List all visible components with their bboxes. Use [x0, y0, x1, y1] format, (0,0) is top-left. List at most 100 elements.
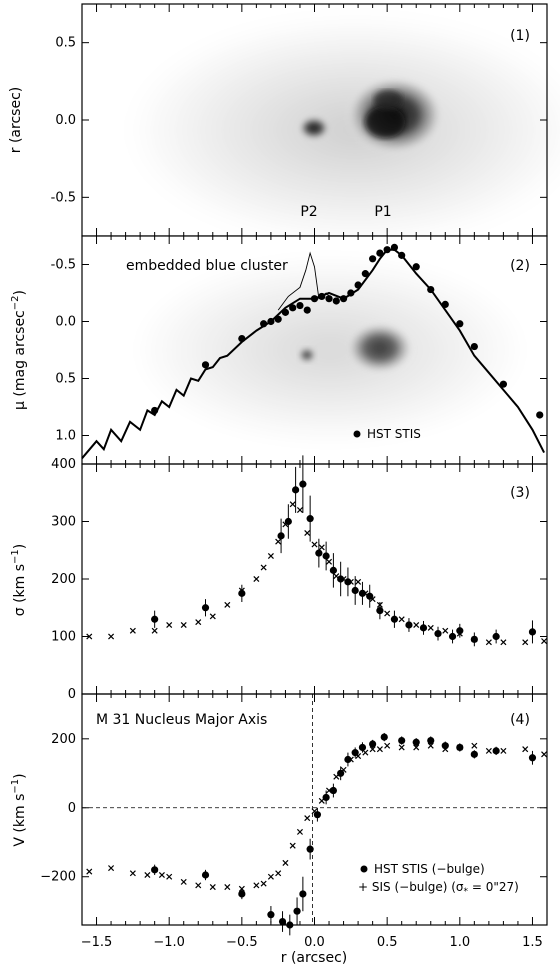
data-point-filled [499, 380, 508, 388]
y-tick-label: 300 [51, 515, 76, 530]
data-point-filled [347, 289, 355, 297]
data-point-cross [471, 636, 478, 643]
data-point-cross [158, 871, 165, 879]
data-point-filled [434, 630, 442, 638]
data-point-cross [541, 638, 548, 645]
data-point-cross [260, 880, 267, 887]
data-point-cross [289, 501, 296, 508]
data-point-cross [369, 596, 376, 603]
data-point-cross [362, 749, 369, 756]
panel-2-halo [130, 255, 530, 445]
data-point-cross [311, 808, 318, 815]
panel-3-frame [81, 463, 548, 695]
data-point-filled [267, 317, 275, 326]
panel-4-legend-stis: HST STIS (−bulge) [374, 862, 485, 876]
data-point-filled [361, 270, 369, 278]
data-point-cross [500, 639, 507, 646]
data-point-filled [398, 736, 406, 745]
data-point-filled [427, 285, 435, 294]
panel-4: M 31 Nucleus Major Axis (4) HST STIS (−b… [10, 693, 548, 966]
data-point-cross [238, 885, 245, 892]
data-point-filled [351, 586, 359, 595]
data-point-cross [129, 627, 136, 634]
data-point-filled [151, 866, 159, 874]
panel-4-yticks: 200 0 −200 [40, 694, 547, 925]
panel-1-ylabel: r (arcsec) [8, 87, 24, 153]
data-point-cross [166, 873, 173, 880]
data-point-cross [129, 870, 136, 877]
data-point-filled [536, 411, 544, 419]
data-point-filled [289, 304, 297, 312]
data-point-filled [318, 292, 326, 301]
data-point-cross [180, 621, 187, 629]
y-tick-label: 0.5 [55, 36, 76, 51]
data-point-filled [383, 246, 391, 254]
data-point-cross [442, 627, 449, 634]
data-point-cross [522, 746, 529, 753]
y-tick-label: 0.5 [55, 372, 76, 387]
data-point-cross [333, 773, 340, 780]
data-point-filled [201, 361, 210, 369]
y-tick-label: −200 [40, 870, 76, 885]
panel-1-halo [125, 15, 560, 245]
panel-3-ylabel: σ (km s−1) [10, 544, 28, 617]
panel-2-label: (2) [510, 258, 530, 274]
data-point-cross [275, 870, 282, 877]
panel-4-label: (4) [510, 712, 530, 728]
data-point-cross [253, 882, 260, 889]
panel-2-annotation: embedded blue cluster [126, 258, 288, 274]
x-tick-label: 0.5 [377, 935, 398, 950]
data-point-cross [209, 613, 216, 620]
data-point-filled [369, 740, 377, 748]
data-point-cross [289, 842, 296, 849]
panel-4-title: M 31 Nucleus Major Axis [96, 712, 267, 728]
data-point-filled [277, 532, 285, 540]
data-point-filled [376, 607, 384, 615]
data-point-filled [332, 297, 340, 305]
data-point-filled [456, 320, 464, 328]
data-point-cross [413, 744, 420, 751]
data-point-filled [412, 738, 420, 746]
data-point-filled [448, 632, 457, 641]
y-tick-label: -0.5 [51, 190, 76, 205]
data-point-filled [492, 747, 500, 755]
y-tick-label: 0 [68, 687, 76, 702]
data-point-filled [528, 628, 537, 636]
data-point-cross [522, 639, 529, 646]
data-point-filled [299, 890, 307, 898]
data-point-cross [209, 884, 216, 891]
y-tick-label: 400 [51, 457, 76, 472]
data-point-cross [318, 797, 325, 804]
data-point-filled [293, 907, 301, 915]
data-point-cross [318, 544, 325, 551]
data-point-cross [253, 575, 260, 583]
data-point-filled [303, 306, 311, 314]
panel-3-label: (3) [510, 485, 530, 501]
data-point-cross [195, 619, 202, 626]
data-point-filled [390, 615, 399, 623]
p1-upper-lobe [374, 90, 402, 110]
y-tick-label: 0.0 [55, 315, 76, 330]
data-point-cross [238, 587, 245, 594]
data-point-cross [541, 751, 548, 758]
data-point-filled [470, 750, 478, 758]
data-point-cross [333, 573, 340, 580]
data-point-filled [470, 342, 478, 351]
data-point-cross [398, 744, 405, 751]
data-point-filled [267, 911, 275, 919]
data-point-filled [278, 917, 287, 926]
p1-core [365, 106, 405, 138]
data-point-cross [347, 756, 354, 763]
data-point-cross [398, 616, 405, 623]
data-point-cross [108, 633, 115, 640]
data-point-cross [442, 746, 449, 753]
data-point-filled [151, 615, 159, 623]
data-point-filled [306, 845, 314, 853]
data-point-cross [340, 575, 347, 583]
data-point-cross [166, 621, 173, 629]
panel-4-legend-sis: + SIS (−bulge) (σ* = 0"27) [358, 880, 519, 897]
data-point-filled [528, 754, 537, 762]
data-point-cross [282, 521, 289, 528]
data-point-filled [358, 743, 367, 752]
data-point-filled [238, 335, 246, 343]
